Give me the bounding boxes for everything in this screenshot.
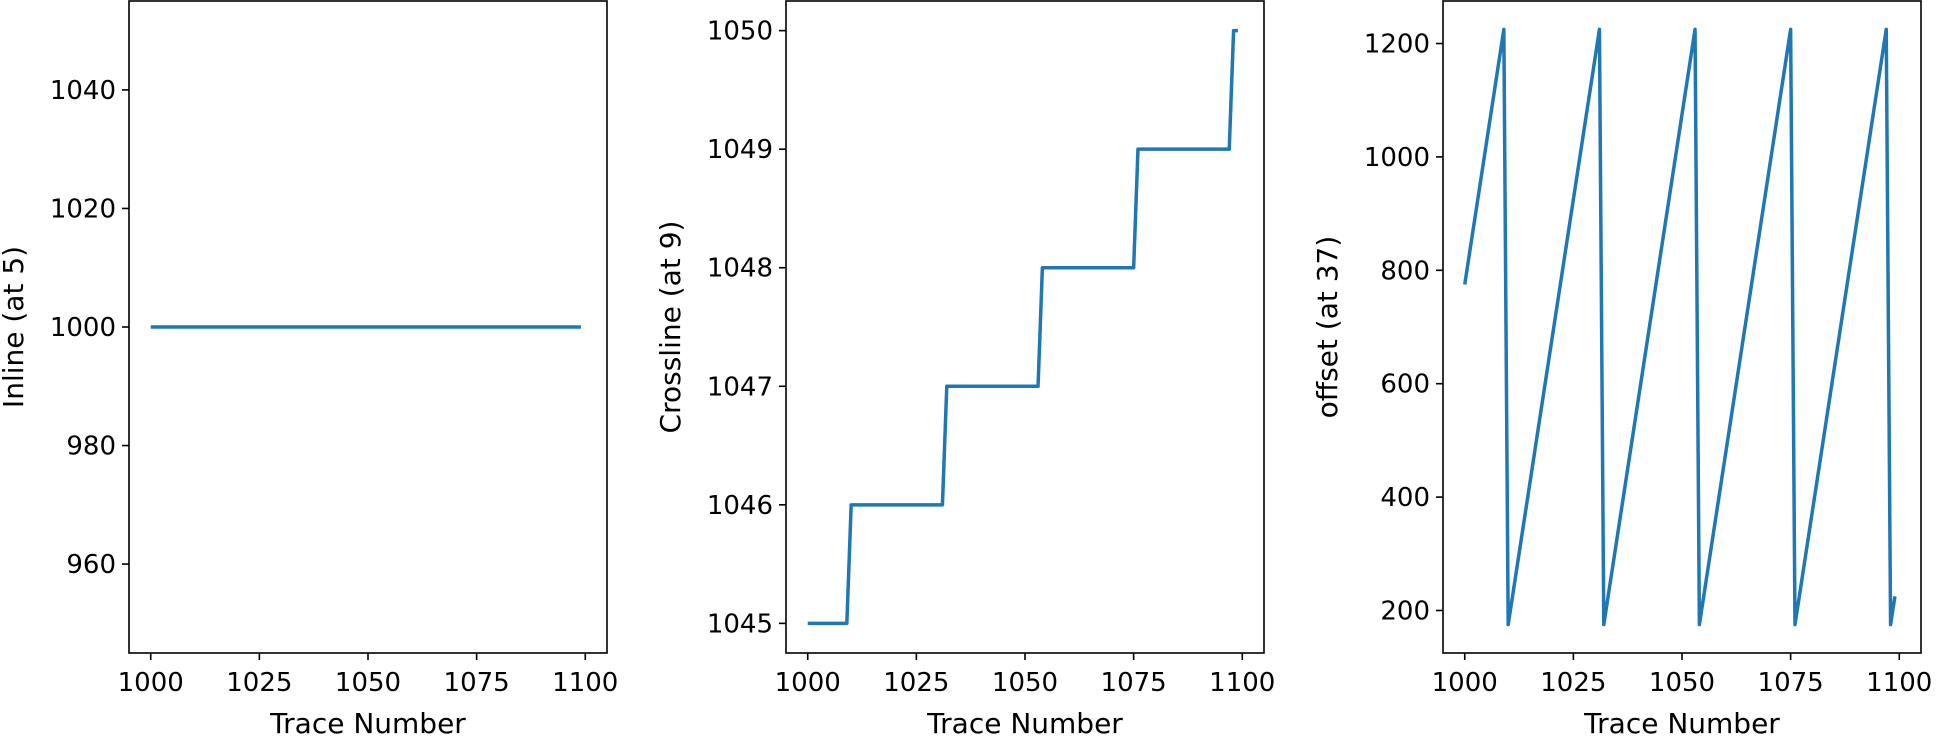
x-tick-label: 1025 [226,668,292,698]
x-tick-label: 1075 [1758,668,1824,698]
series-line-2-1 [807,28,1238,626]
y-tick-label: 800 [1380,256,1430,286]
y-tick-label: 600 [1380,370,1430,400]
x-tick-label: 1000 [118,668,184,698]
y-tick-label: 980 [66,432,116,462]
x-axis-title: Trace Number [926,707,1123,740]
y-tick-label: 1020 [50,194,116,224]
chart-panel-1: 1000 1025 1050 1075 1100 960 980 1000 1020 1040 Tr… [0,0,618,740]
y-tick-label: 400 [1380,483,1430,513]
y-axis-title: Crossline (at 9) [654,221,687,434]
x-tick-label: 1050 [1649,668,1715,698]
chart-panel-3: 1000 1025 1050 1075 1100 200 400 600 800 1000 1200… [1311,0,1932,740]
y-tick-label: 1000 [50,313,116,343]
x-tick-label: 1075 [444,668,510,698]
axes-frame [785,0,1265,654]
x-tick-label: 1100 [1209,668,1275,698]
y-tick-label: 960 [66,550,116,580]
chart-panel-2: 1000 1025 1050 1075 1100 1045 1046 1047 1048 1049… [654,0,1275,740]
y-axis-title: offset (at 37) [1311,236,1344,419]
axes-frame [1442,0,1922,654]
x-tick-label: 1000 [1432,668,1498,698]
y-tick-label: 1047 [707,372,773,402]
y-tick-label: 1046 [707,491,773,521]
x-tick-label: 1000 [775,668,841,698]
y-tick-label: 1000 [1364,143,1430,173]
x-tick-label: 1025 [883,668,949,698]
y-tick-label: 1045 [707,609,773,639]
y-axis-title: Inline (at 5) [0,246,30,408]
y-tick-label: 1200 [1364,30,1430,60]
x-tick-label: 1025 [1540,668,1606,698]
x-axis-title: Trace Number [1583,707,1780,740]
x-axis-title: Trace Number [269,707,466,740]
y-tick-label: 1049 [707,135,773,165]
x-tick-label: 1075 [1101,668,1167,698]
y-tick-label: 200 [1380,596,1430,626]
series-line-3-1 [1463,27,1897,627]
x-tick-label: 1100 [1866,668,1932,698]
x-tick-label: 1050 [992,668,1058,698]
y-tick-label: 1050 [707,17,773,47]
y-tick-label: 1040 [50,76,116,106]
x-tick-label: 1050 [335,668,401,698]
y-tick-label: 1048 [707,254,773,284]
x-tick-label: 1100 [552,668,618,698]
